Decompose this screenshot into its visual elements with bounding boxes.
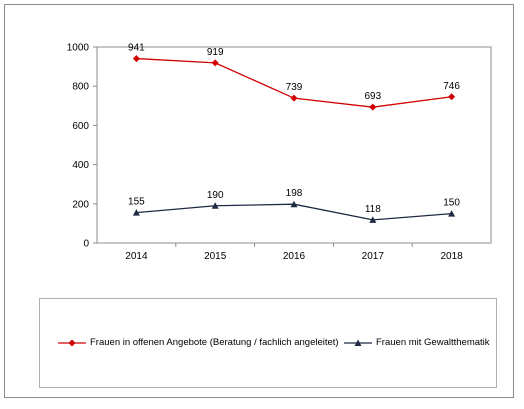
data-label: 739: [286, 82, 303, 93]
data-label: 155: [128, 197, 145, 208]
y-tick-label: 1000: [67, 43, 90, 54]
x-tick-label: 2017: [362, 251, 385, 262]
chart-container: 0 200 400 600 800 1000 2014 2015 2016 2017 2018 941…: [4, 4, 514, 398]
data-label: 746: [443, 81, 460, 92]
data-point: [290, 94, 298, 102]
data-point: [211, 202, 219, 209]
y-tick-label: 400: [72, 160, 89, 171]
data-label: 118: [365, 204, 381, 215]
data-point: [211, 59, 219, 67]
x-tick-label: 2014: [125, 251, 148, 262]
legend-item-frauen-offene-angebote: Frauen in offenen Angebote (Beratung / f…: [58, 337, 339, 348]
legend-label-frauen-gewaltthematik: Frauen mit Gewaltthematik: [376, 337, 490, 348]
data-label: 919: [207, 47, 224, 58]
x-tick-label: 2015: [204, 251, 227, 262]
chart-svg: 0 200 400 600 800 1000 2014 2015 2016 2017 2018 941…: [67, 43, 492, 262]
plot-area: [96, 46, 492, 244]
legend-label-frauen-offene-angebote: Frauen in offenen Angebote (Beratung / f…: [90, 337, 339, 348]
legend-item-frauen-gewaltthematik: Frauen mit Gewaltthematik: [344, 337, 490, 348]
data-point: [369, 103, 377, 111]
data-label: 693: [364, 91, 381, 102]
data-point: [290, 200, 298, 208]
data-label: 150: [443, 198, 460, 209]
x-tick-label: 2018: [440, 251, 463, 262]
data-label: 198: [286, 188, 303, 199]
y-tick-label: 0: [83, 239, 89, 250]
legend-marker-diamond: [58, 339, 86, 346]
data-point: [132, 209, 140, 216]
data-point: [132, 55, 140, 63]
data-point: [369, 216, 377, 223]
x-tick-label: 2016: [283, 251, 306, 262]
y-tick-label: 600: [72, 121, 89, 132]
data-label: 190: [207, 190, 224, 201]
y-tick-label: 200: [72, 199, 89, 210]
y-tick-label: 800: [72, 82, 89, 93]
legend-marker-triangle: [344, 339, 372, 346]
data-label: 941: [128, 43, 145, 54]
data-point: [448, 210, 456, 217]
legend: Frauen in offenen Angebote (Beratung / f…: [39, 298, 497, 388]
data-point: [448, 93, 456, 101]
